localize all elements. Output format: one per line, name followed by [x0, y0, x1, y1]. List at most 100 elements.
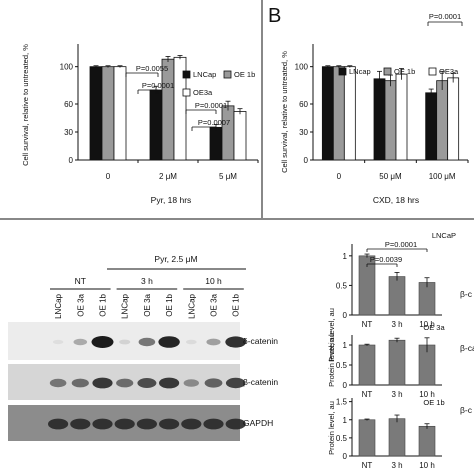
panel-a-x-caption: Pyr, 18 hrs — [151, 195, 192, 205]
x-tick-label: 50 μM — [379, 172, 402, 181]
y-tick-label: 0.5 — [336, 434, 348, 443]
y-tick-label: 0 — [343, 452, 348, 461]
bar — [447, 77, 460, 161]
treatment-label: Pyr, 2.5 μM — [154, 254, 197, 264]
blot-band — [138, 337, 156, 347]
x-tick-label: 5 μM — [219, 172, 237, 181]
y-tick-label: 100 — [295, 63, 309, 72]
lane-label: LNCap — [187, 293, 196, 318]
y-tick-label: 100 — [60, 63, 74, 72]
chart-panel-a: Cell survival, relative to untreated, % … — [21, 44, 259, 205]
legend-swatch — [223, 70, 232, 79]
quant-chart-title: LNCaP — [432, 231, 456, 240]
x-tick-label: 100 μM — [429, 172, 456, 181]
x-tick-label: 3 h — [391, 390, 402, 399]
legend-label: OE3a — [439, 67, 459, 76]
y-tick-label: 0.5 — [336, 361, 348, 370]
blot-band — [203, 418, 224, 430]
x-tick-label: NT — [362, 320, 373, 329]
quant-band-label: β-c — [460, 289, 473, 299]
bar — [436, 80, 449, 161]
quant-chart-title: OE 1b — [423, 398, 444, 407]
panel-b-letter: B — [268, 5, 281, 27]
bar — [321, 66, 334, 161]
p-value-label: P=0.0001 — [429, 12, 461, 21]
y-tick-label: 1 — [343, 341, 348, 350]
y-tick-label: 0 — [343, 381, 348, 390]
p-value-label: P=0.0001 — [385, 240, 417, 249]
x-tick-label: 0 — [337, 172, 342, 181]
quantification-charts: LNCaP Protein level, au 0 0.5 1 NT 3 h 10 h β-c P… — [327, 231, 474, 470]
x-tick-label: NT — [362, 390, 373, 399]
y-tick-label: 30 — [64, 128, 73, 137]
bar — [388, 339, 406, 386]
quant-y-label: Protein level, au — [327, 308, 336, 362]
blot-band — [225, 377, 246, 389]
quant-chart: OE 3a Protein level, au 0 0.5 1 NT 3 h 10 h β-ca — [327, 323, 474, 399]
quant-y-label: Protein level, au — [327, 401, 336, 455]
bar — [161, 58, 175, 161]
blot-strips: δ-catenin β-catenin GAPDH — [8, 322, 278, 441]
y-tick-label: 1 — [343, 252, 348, 261]
p-value-label: P=0.0001 — [195, 101, 227, 110]
y-tick-label: 60 — [299, 100, 308, 109]
p-value-label: P=0.0039 — [370, 255, 402, 264]
chart-a-plot: 0 30 60 100 0 2 μM 5 μM LNCap OE 1b OE3a P=0.0055 P… — [60, 44, 259, 181]
quant-chart: OE 1b Protein level, au 0 0.5 1 1.5 NT 3 h 10 h β… — [327, 398, 473, 470]
lane-label: OE 3a — [210, 293, 219, 316]
blot-band — [92, 377, 113, 389]
legend-label: OE 1b — [234, 70, 255, 79]
lane-labels: LNCap OE 3a OE 1b LNCap OE 3a OE 1b LNCap OE 3a… — [54, 293, 241, 318]
blot-band — [206, 338, 221, 346]
panel-b-x-caption: CXD, 18 hrs — [373, 195, 419, 205]
quant-chart-title: OE 3a — [423, 323, 445, 332]
legend-swatch — [338, 67, 347, 76]
x-tick-label: 10 h — [419, 461, 435, 470]
y-tick-label: 1.5 — [336, 398, 348, 407]
y-tick-label: 0 — [69, 156, 74, 165]
bar — [221, 105, 235, 161]
bar — [384, 80, 397, 161]
quant-y-label: Protein level, au — [327, 333, 336, 387]
blot-band — [185, 339, 197, 345]
legend-swatch — [383, 67, 392, 76]
western-blot-panel: Pyr, 2.5 μM NT 3 h 10 h LNCap OE 3a OE 1b LNC… — [8, 254, 278, 441]
blot-band — [159, 377, 180, 389]
x-tick-label: 3 h — [391, 320, 402, 329]
quant-chart: LNCaP Protein level, au 0 0.5 1 NT 3 h 10 h β-c P… — [327, 231, 473, 362]
blot-band — [136, 418, 157, 430]
blot-band — [225, 336, 247, 348]
bar — [395, 73, 408, 161]
chart-b-plot: 0 30 60 100 0 50 μM 100 μM LNcap OE 1b OE3a P=0.00… — [295, 12, 469, 181]
x-tick-label: 2 μM — [159, 172, 177, 181]
blot-band — [71, 378, 89, 388]
blot-band — [158, 336, 180, 348]
blot-band — [116, 378, 134, 388]
x-tick-label: 10 h — [419, 320, 435, 329]
bar — [343, 66, 356, 161]
blot-band — [52, 339, 64, 345]
legend-swatch — [428, 67, 437, 76]
y-tick-label: 30 — [299, 128, 308, 137]
blot-band — [119, 339, 131, 345]
legend-swatch — [182, 70, 191, 79]
legend-label: LNCap — [193, 70, 216, 79]
blot-band — [73, 338, 88, 346]
blot-band-label: β-catenin — [243, 377, 278, 387]
blot-band-label: GAPDH — [243, 418, 273, 428]
p-value-label: P=0.0007 — [198, 118, 230, 127]
lane-group-label: 10 h — [205, 276, 222, 286]
blot-band — [181, 418, 202, 430]
panel-b-y-label: Cell survival, relative to untreated, % — [280, 51, 289, 173]
bar — [373, 78, 386, 161]
chart-panel-b: B Cell survival, relative to untreated, … — [268, 5, 469, 205]
lane-label: OE 1b — [232, 293, 241, 316]
lane-groups: NT 3 h 10 h — [50, 276, 244, 290]
bar — [425, 92, 438, 161]
x-tick-label: 0 — [106, 172, 111, 181]
quant-band-label: β-c — [460, 405, 473, 415]
y-tick-label: 60 — [64, 100, 73, 109]
y-tick-label: 1 — [343, 416, 348, 425]
y-tick-label: 0.5 — [336, 281, 348, 290]
